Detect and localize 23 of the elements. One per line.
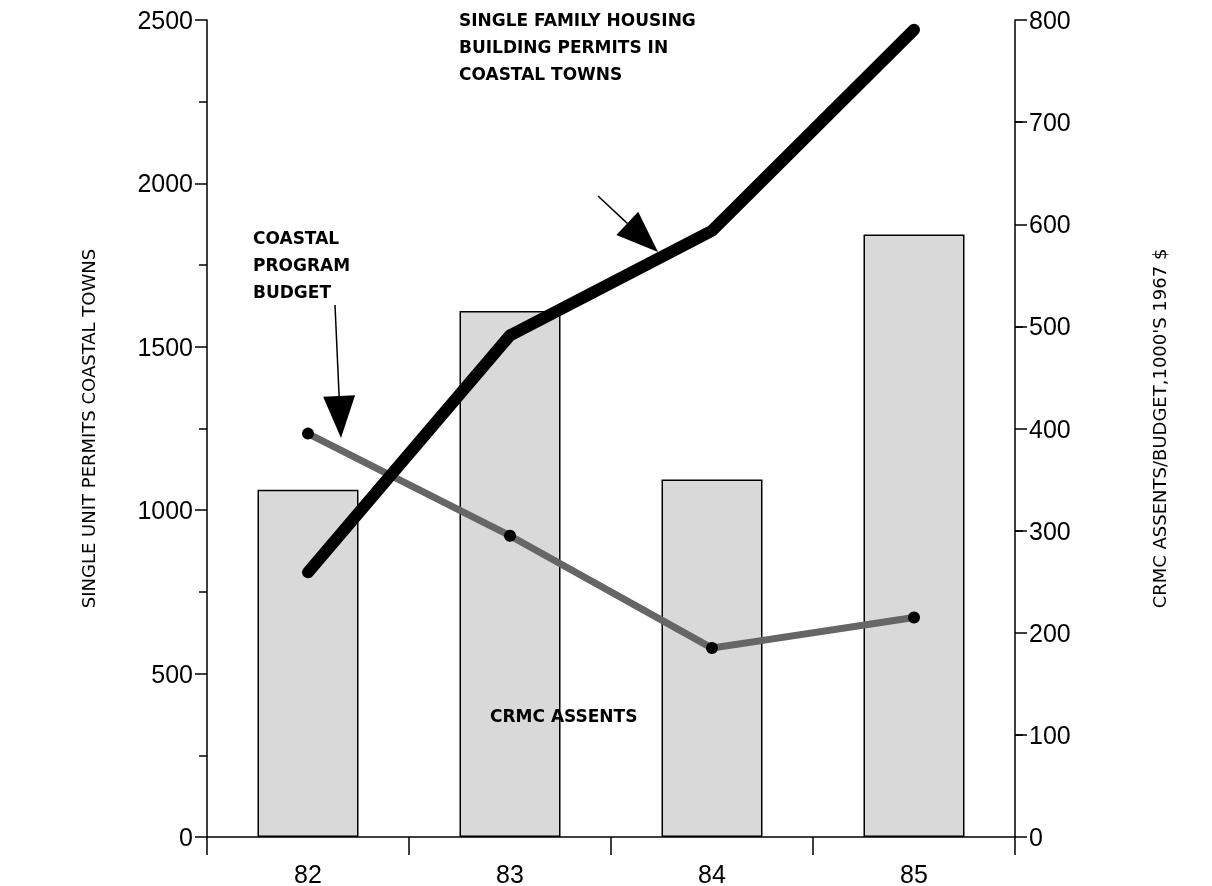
y2-tick-label: 100	[1029, 720, 1071, 749]
x-tick-label: 84	[698, 859, 726, 886]
y2-axis-title: CRMC ASSENTS/BUDGET,1000'S 1967 $	[1148, 248, 1170, 609]
y2-tick-label: 400	[1029, 414, 1071, 443]
y-tick-label: 2500	[137, 6, 193, 34]
y2-tick-label: 800	[1029, 6, 1071, 34]
annotation: COASTAL PROGRAM BUDGET	[253, 227, 357, 302]
y2-tick-label: 500	[1029, 312, 1071, 341]
y-tick-label: 0	[179, 823, 193, 851]
annotation: SINGLE FAMILY HOUSING BUILDING PERMITS IN COASTAL TOWNS	[459, 9, 702, 84]
y-tick-label: 1000	[137, 496, 193, 525]
x-tick-label: 82	[294, 859, 322, 886]
y-tick-label: 500	[151, 659, 193, 688]
y2-tick-label: 700	[1029, 108, 1071, 137]
y2-tick-label: 600	[1029, 210, 1071, 239]
x-tick-label: 85	[900, 859, 928, 886]
x-tick-label: 83	[496, 859, 524, 886]
y-axis-title: SINGLE UNIT PERMITS COASTAL TOWNS	[77, 248, 99, 609]
y2-tick-label: 200	[1029, 618, 1071, 647]
y2-tick-label: 300	[1029, 516, 1071, 545]
y2-tick-label: 0	[1029, 823, 1043, 851]
y-tick-label: 1500	[137, 332, 193, 361]
y-tick-label: 2000	[137, 169, 193, 198]
